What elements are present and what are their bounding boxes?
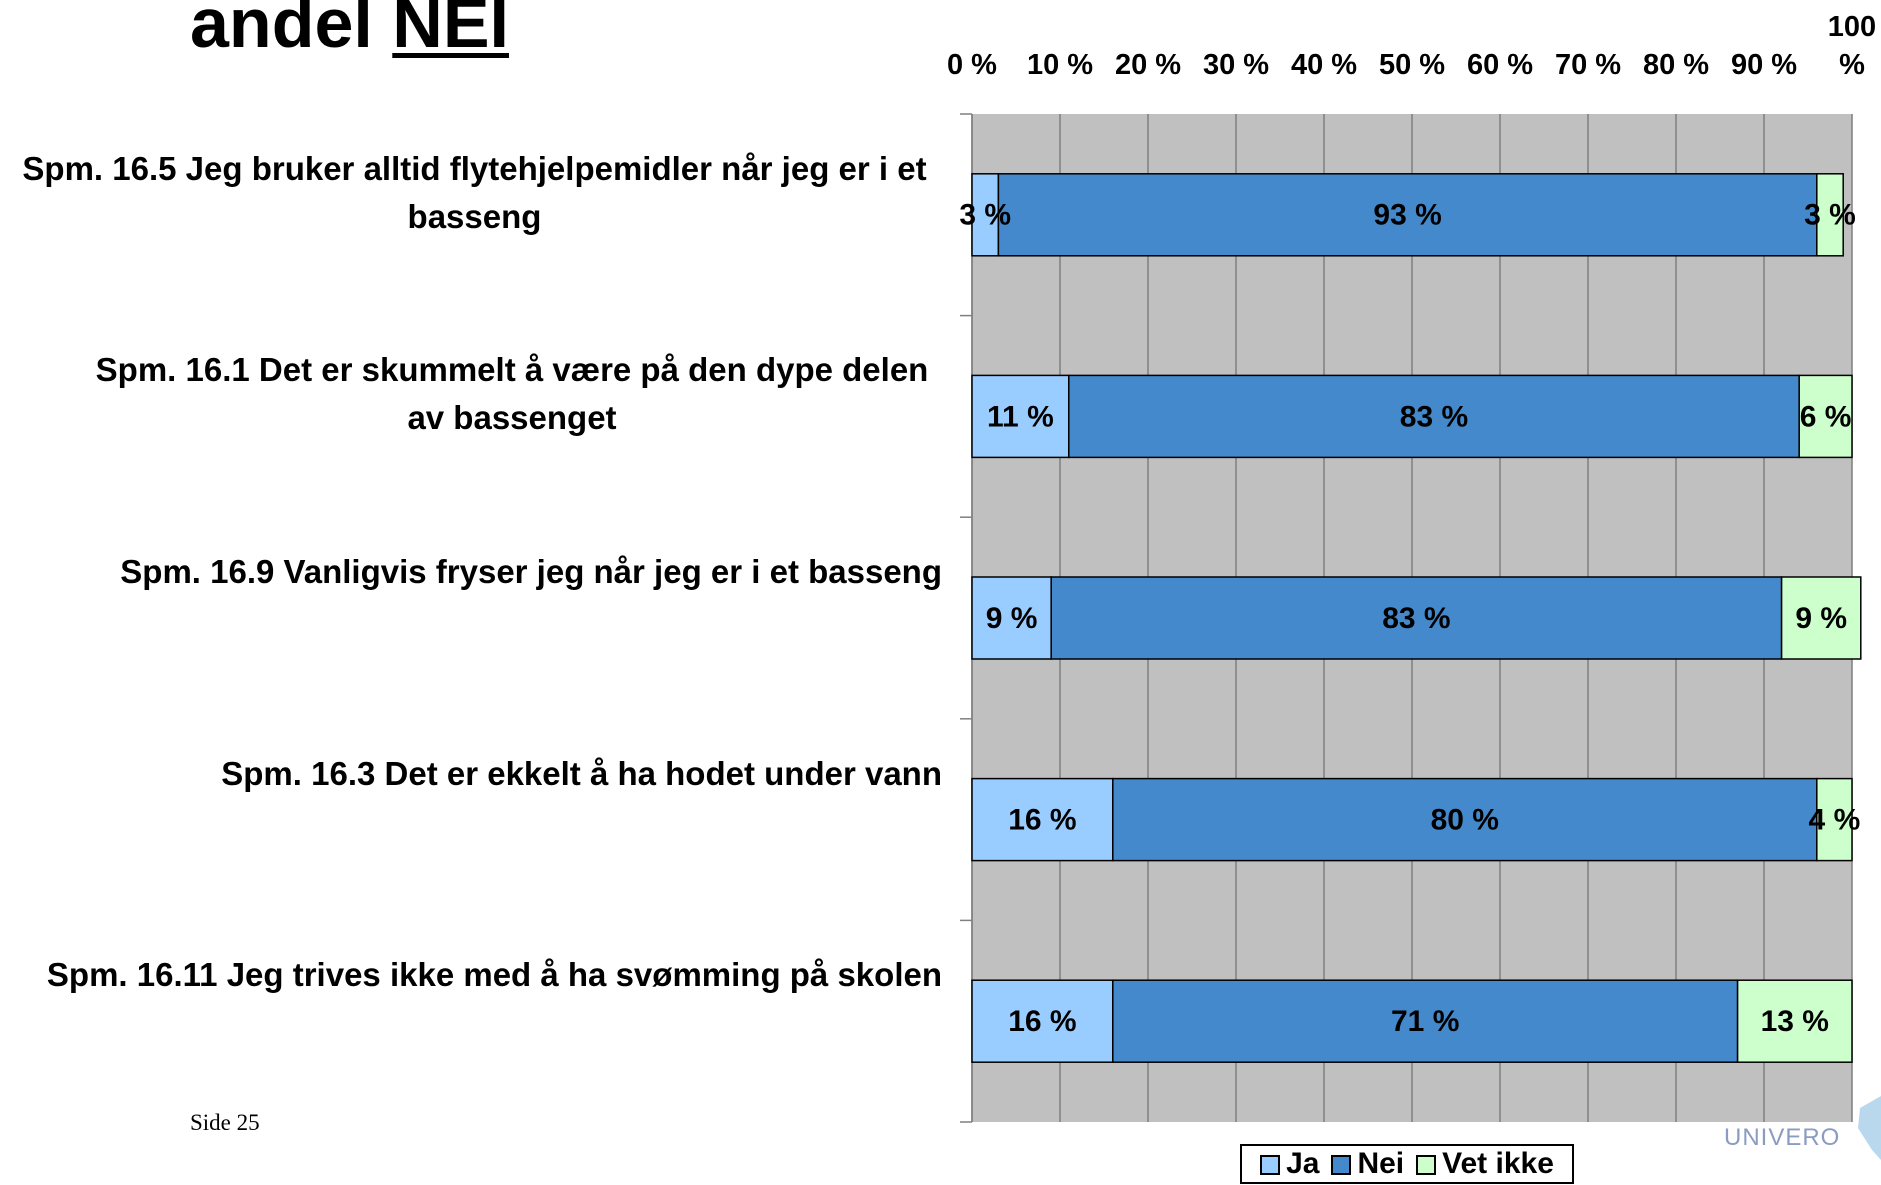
category-label: Spm. 16.11 Jeg trives ikke med å ha svøm… [46, 956, 942, 994]
x-tick-label: 0 % [947, 49, 997, 81]
value-label: 3 % [959, 199, 1011, 232]
value-label: 6 % [1800, 400, 1852, 433]
legend-item: Nei [1331, 1147, 1404, 1181]
title-emphasis: NEI [392, 0, 509, 62]
bar-segment [1736, 979, 1853, 1063]
bar-segment [971, 576, 1052, 660]
value-label: 9 % [986, 602, 1038, 635]
bar-segment [997, 173, 1818, 257]
x-tick-label: 80 % [1642, 49, 1710, 81]
legend-swatch [1331, 1155, 1352, 1176]
value-label: 80 % [1431, 804, 1499, 837]
bar-segment [1816, 173, 1844, 257]
x-tick-label: 100 % [1827, 11, 1877, 81]
category-label: Spm. 16.9 Vanligvis fryser jeg når jeg e… [120, 553, 942, 590]
logo-text: UNIVERO [1724, 1124, 1841, 1151]
legend-label: Nei [1357, 1147, 1405, 1180]
value-label: 83 % [1382, 602, 1450, 635]
x-tick-label: 20 % [1114, 49, 1182, 81]
value-label: 9 % [1795, 602, 1847, 635]
value-label: 11 % [987, 400, 1054, 433]
value-label: 16 % [1008, 1005, 1076, 1038]
bar-segment [971, 173, 1000, 257]
bar-segment [1050, 576, 1783, 660]
bar-segment [1112, 777, 1818, 862]
bar-segment [1780, 576, 1862, 660]
value-label: 71 % [1391, 1005, 1459, 1038]
x-tick-label: 60 % [1466, 49, 1534, 81]
x-tick-label: 50 % [1378, 49, 1446, 81]
legend: Ja Nei Vet ikke [1240, 1144, 1574, 1184]
legend-swatch [1416, 1155, 1437, 1176]
legend-label: Vet ikke [1442, 1147, 1554, 1180]
legend-swatch [1260, 1155, 1281, 1176]
value-label: 3 % [1804, 199, 1856, 232]
chart-title: andel NEI [190, 0, 509, 68]
x-tick-label: 90 % [1730, 49, 1798, 81]
value-label: 16 % [1008, 804, 1076, 837]
bar-segment [1798, 374, 1853, 459]
title-text: andel [190, 0, 373, 62]
x-tick-label: 40 % [1290, 49, 1358, 81]
x-tick-label: 70 % [1554, 49, 1622, 81]
bar-segment [1816, 777, 1853, 862]
category-label: Spm. 16.1 Det er skummelt å være på den … [95, 351, 929, 437]
bar-segment [1112, 979, 1739, 1063]
logo-shape [1858, 1096, 1881, 1160]
x-tick-label: 30 % [1202, 49, 1270, 81]
bar-segment [1068, 374, 1800, 459]
category-label: Spm. 16.5 Jeg bruker alltid flytehjelpem… [22, 149, 927, 235]
page-number: Side 25 [190, 1110, 260, 1135]
x-tick-label: 10 % [1026, 49, 1094, 81]
category-label: Spm. 16.3 Det er ekkelt å ha hodet under… [221, 754, 942, 792]
bar-segment [971, 374, 1070, 459]
legend-item: Ja [1260, 1147, 1319, 1181]
legend-item: Vet ikke [1416, 1147, 1554, 1181]
bar-segment [971, 979, 1114, 1063]
value-label: 93 % [1373, 199, 1441, 232]
legend-label: Ja [1286, 1147, 1320, 1180]
value-label: 83 % [1400, 400, 1468, 433]
value-label: 4 % [1809, 804, 1861, 837]
value-label: 13 % [1761, 1005, 1829, 1038]
